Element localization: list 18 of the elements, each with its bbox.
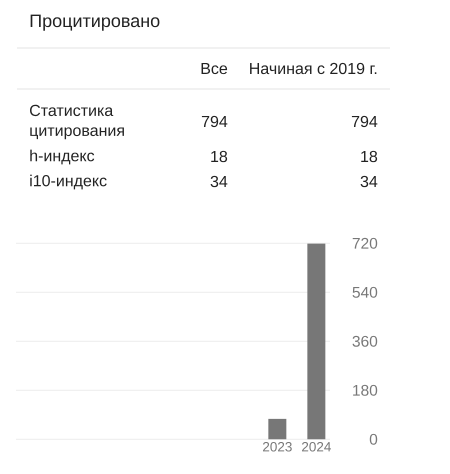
- x-tick-label: 2023: [263, 442, 292, 452]
- text: Процитировано: [30, 14, 160, 31]
- x-tick-label: 2024: [302, 442, 331, 452]
- category-label: Все: [202, 62, 228, 74]
- text: 794: [202, 116, 228, 128]
- text: 34: [210, 176, 228, 188]
- category-label: i10-индекс: [30, 174, 107, 190]
- category-label: h-индекс: [30, 150, 94, 164]
- y-tick-label: 180: [353, 384, 378, 396]
- y-tick-label: 720: [352, 238, 378, 249]
- text: 794: [352, 116, 378, 128]
- category-label: Начиная с 2019 г.: [250, 62, 376, 74]
- text: 18: [211, 150, 228, 162]
- text: 34: [360, 176, 378, 188]
- y-tick-label: 360: [352, 336, 378, 347]
- y-tick-label: 0: [370, 434, 378, 445]
- text: 18: [361, 150, 378, 162]
- y-tick-label: 540: [352, 286, 378, 298]
